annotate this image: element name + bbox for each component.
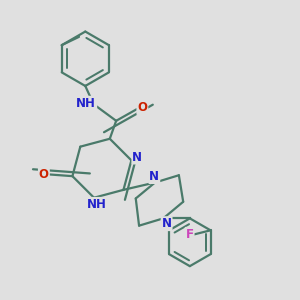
Text: F: F	[186, 228, 194, 241]
Text: O: O	[137, 101, 147, 114]
Text: NH: NH	[87, 198, 107, 211]
Text: N: N	[149, 170, 159, 183]
Text: O: O	[39, 168, 49, 181]
Text: NH: NH	[76, 97, 96, 110]
Text: N: N	[132, 151, 142, 164]
Text: N: N	[162, 217, 172, 230]
